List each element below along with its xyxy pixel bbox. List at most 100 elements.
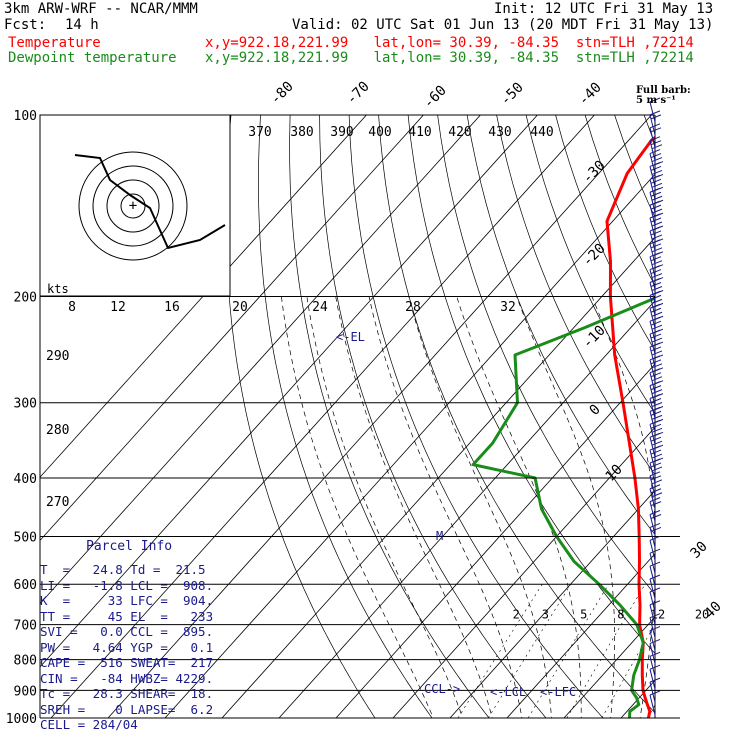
wind-barb-flag-11-0 xyxy=(649,239,661,245)
wind-barb-staff-22 xyxy=(649,385,656,406)
forecast-label: Fcst: xyxy=(4,17,47,33)
theta-label-440: 440 xyxy=(530,125,553,140)
hodograph-ring-0 xyxy=(120,193,146,219)
wind-barb-flag-41-0 xyxy=(649,626,661,632)
theta-left-label-270: 270 xyxy=(46,495,69,510)
wind-barb-flag-2-1 xyxy=(650,127,662,133)
wind-barb-flag-39-0 xyxy=(649,600,661,606)
wind-barb-staff-44 xyxy=(649,669,656,690)
wind-barb-staff-37 xyxy=(649,578,656,600)
dry-adiabat-250 xyxy=(225,115,376,718)
isotherm--110 xyxy=(40,115,424,542)
isotherm--90 xyxy=(40,115,538,668)
wind-barb-flag-38-0 xyxy=(649,587,661,593)
wind-barb-flag-35-0 xyxy=(649,548,661,554)
wind-barb-flag-17-0 xyxy=(649,316,661,322)
isotherm--120 xyxy=(40,115,367,478)
wind-barb-flag-5-0 xyxy=(649,161,661,167)
wind-barb-44 xyxy=(649,664,661,690)
dry-adiabat-370 xyxy=(584,115,655,287)
wind-barb-staff-0 xyxy=(649,101,656,123)
wind-barb-flag-29-2 xyxy=(651,479,663,485)
wind-barb-flag-43-0 xyxy=(649,651,661,657)
pressure-label-700: 700 xyxy=(14,619,37,634)
wind-barb-flag-15-1 xyxy=(650,294,662,300)
wind-barb-45 xyxy=(649,677,661,703)
wind-barb-flag-22-1 xyxy=(650,385,662,391)
wind-barb-14 xyxy=(649,278,664,303)
wind-barb-22 xyxy=(649,381,664,406)
theta-label-390: 390 xyxy=(330,125,353,140)
pressure-label-600: 600 xyxy=(14,578,37,593)
wind-barb-flag-26-1 xyxy=(650,436,662,442)
wind-barb-flag-6-2 xyxy=(651,182,663,188)
hodograph-ring-1 xyxy=(106,179,160,233)
wind-barb-flag-20-2 xyxy=(651,363,663,369)
mixing-ratio-label-20: 20 xyxy=(695,608,709,622)
hodograph-speed-32: 32 xyxy=(500,300,516,315)
wind-barb-18 xyxy=(649,329,664,355)
parcel-info-row: CELL = 284/04 xyxy=(40,717,138,732)
wind-barb-2 xyxy=(649,123,662,148)
wind-barb-staff-7 xyxy=(649,192,656,213)
dry-adiabat-350 xyxy=(525,115,655,415)
dry-adiabat-410 xyxy=(692,87,740,730)
hodograph-speed-16: 16 xyxy=(164,300,180,315)
hodograph-speed-12: 12 xyxy=(110,300,126,315)
wind-barb-staff-25 xyxy=(649,424,656,445)
parcel-info-row: LI = -1.8 LCL = 908. xyxy=(40,577,214,593)
dry-adiabat-290 xyxy=(348,115,604,718)
parcel-info-title: Parcel Info xyxy=(86,539,173,554)
wind-barb-flag-28-0 xyxy=(649,458,661,464)
wind-barb-34 xyxy=(649,535,661,561)
parcel-info-row: K = 33 LFC = 904. xyxy=(40,593,214,608)
wind-barb-flag-23-0 xyxy=(649,394,661,399)
wind-barb-24 xyxy=(649,406,664,432)
wind-barb-flag-28-2 xyxy=(651,466,663,472)
isotherm--20 xyxy=(392,426,655,718)
wind-barb-19 xyxy=(649,342,664,368)
wind-barb-staff-27 xyxy=(649,449,656,471)
wind-barb-staff-31 xyxy=(649,501,656,522)
wind-barb-flag-4-1 xyxy=(650,153,662,159)
wind-barb-staff-42 xyxy=(649,643,656,664)
wind-barb-flag-15-2 xyxy=(651,298,663,304)
moist-adiabat-30 xyxy=(667,297,708,731)
parcel-info-row: SVI = 0.0 CCL = 895. xyxy=(40,624,214,639)
wind-barb-flag-1-0 xyxy=(649,110,661,116)
chart-header: 3km ARW-WRF -- NCAR/MMM Init: 12 UTC Fri… xyxy=(0,0,740,70)
plot-lines xyxy=(40,87,740,731)
wind-barb-flag-18-2 xyxy=(651,337,663,343)
isotherm-40 xyxy=(723,87,740,730)
mixing-ratio-label-3: 3 xyxy=(542,608,549,622)
wind-barb-30 xyxy=(649,484,663,509)
wind-barb-flag-45-0 xyxy=(649,677,661,683)
isotherm-label--70: -70 xyxy=(344,79,373,108)
wind-barb-38 xyxy=(649,587,661,612)
wind-barb-flag-24-2 xyxy=(651,414,663,420)
mixing-ratio-8 xyxy=(566,584,646,718)
el-marker: <-EL xyxy=(336,330,365,344)
wind-barb-staff-34 xyxy=(649,540,656,561)
wind-barb-flag-7-1 xyxy=(650,191,662,197)
hodograph-speed-8: 8 xyxy=(68,300,76,315)
isotherm-label--30: -30 xyxy=(580,158,609,187)
wind-barb-flag-7-0 xyxy=(649,187,661,193)
parcel-info-row: TT = 45 EL = 233 xyxy=(40,608,214,624)
wind-barb-1 xyxy=(649,110,662,136)
dry-adiabat-340 xyxy=(496,115,655,476)
wind-barb-flag-4-0 xyxy=(649,149,661,155)
wind-barb-4 xyxy=(649,149,664,174)
pressure-label-900: 900 xyxy=(14,684,37,699)
forecast-hour: 14 h xyxy=(65,17,99,33)
wind-barb-flag-23-1 xyxy=(650,398,662,403)
isotherm--70 xyxy=(107,115,652,718)
wind-barb-flag-37-0 xyxy=(649,574,661,580)
temperature-legend: Temperature xyxy=(8,35,101,51)
wind-barb-flag-2-0 xyxy=(649,123,661,129)
isotherm-label--60: -60 xyxy=(421,83,450,112)
wind-barb-flag-3-2 xyxy=(651,144,663,150)
wind-barb-28 xyxy=(649,458,663,484)
wind-barb-staff-3 xyxy=(649,140,656,161)
wind-barb-flag-46-0 xyxy=(649,690,661,696)
